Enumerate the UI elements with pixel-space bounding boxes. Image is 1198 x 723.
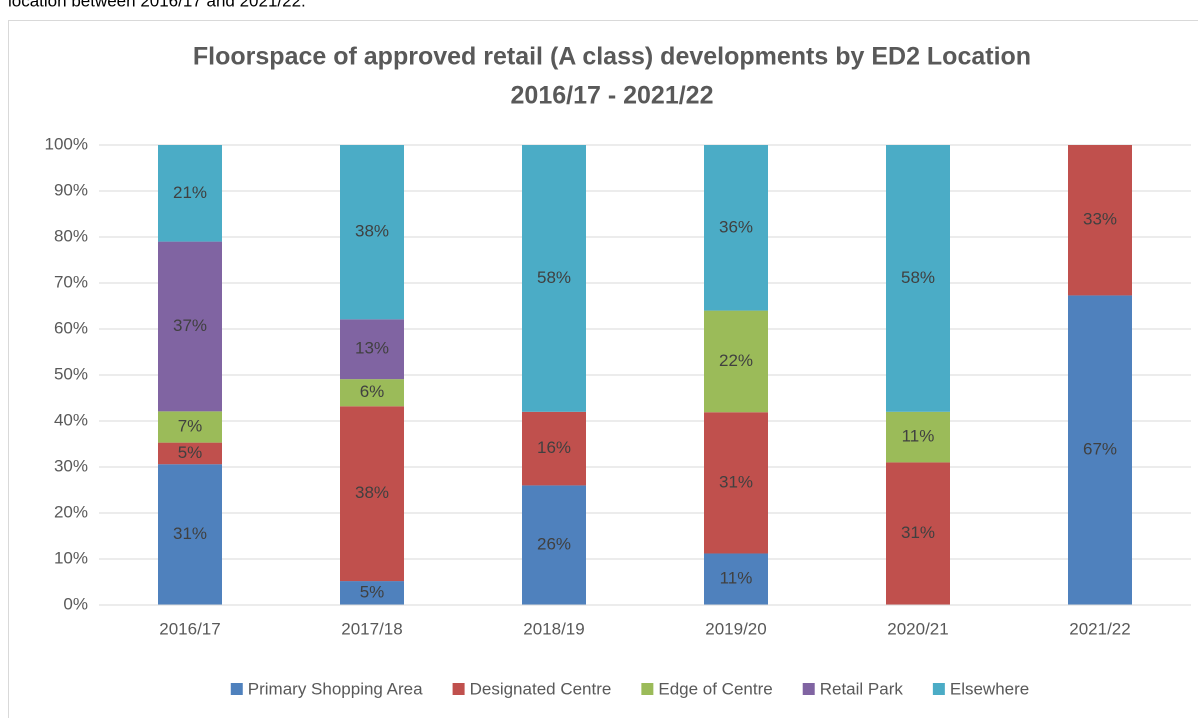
y-tick-label: 80% — [54, 226, 88, 245]
intro-text: location between 2016/17 and 2021/22. — [8, 0, 306, 10]
y-tick-label: 30% — [54, 456, 88, 475]
data-label: 13% — [355, 339, 389, 358]
data-label: 33% — [1083, 210, 1117, 229]
legend-label: Elsewhere — [950, 679, 1029, 698]
data-label: 37% — [173, 316, 207, 335]
data-label: 26% — [537, 535, 571, 554]
legend-swatch — [641, 683, 653, 695]
legend-label: Designated Centre — [470, 679, 612, 698]
data-label: 7% — [178, 416, 203, 435]
legend-swatch — [453, 683, 465, 695]
data-label: 11% — [902, 427, 935, 446]
y-tick-label: 90% — [54, 180, 88, 199]
y-tick-label: 50% — [54, 364, 88, 383]
legend-swatch — [803, 683, 815, 695]
data-label: 5% — [360, 583, 385, 602]
x-tick-label: 2017/18 — [341, 619, 402, 638]
data-label: 11% — [720, 569, 753, 588]
x-tick-label: 2019/20 — [705, 619, 766, 638]
x-tick-label: 2018/19 — [523, 619, 584, 638]
data-label: 21% — [173, 183, 207, 202]
data-label: 31% — [719, 472, 753, 491]
data-label: 38% — [355, 483, 389, 502]
data-label: 36% — [719, 217, 753, 236]
x-tick-label: 2021/22 — [1069, 619, 1130, 638]
data-label: 38% — [355, 222, 389, 241]
data-label: 22% — [719, 351, 753, 370]
chart-title: 2016/17 - 2021/22 — [511, 82, 714, 110]
x-tick-label: 2020/21 — [887, 619, 948, 638]
y-tick-label: 100% — [45, 134, 88, 153]
data-label: 6% — [360, 382, 385, 401]
data-label: 31% — [173, 524, 207, 543]
y-tick-label: 40% — [54, 410, 88, 429]
legend-swatch — [933, 683, 945, 695]
data-label: 5% — [178, 443, 203, 462]
data-label: 16% — [537, 438, 571, 457]
x-tick-label: 2016/17 — [159, 619, 220, 638]
y-tick-label: 0% — [63, 594, 88, 613]
y-tick-label: 10% — [54, 548, 88, 567]
legend-label: Edge of Centre — [658, 679, 772, 698]
data-label: 58% — [901, 268, 935, 287]
legend-label: Retail Park — [820, 679, 904, 698]
y-tick-label: 60% — [54, 318, 88, 337]
data-label: 58% — [537, 268, 571, 287]
y-tick-label: 70% — [54, 272, 88, 291]
legend-label: Primary Shopping Area — [248, 679, 423, 698]
data-label: 67% — [1083, 440, 1117, 459]
y-tick-label: 20% — [54, 502, 88, 521]
chart-title: Floorspace of approved retail (A class) … — [193, 43, 1031, 71]
data-label: 31% — [901, 523, 935, 542]
legend-swatch — [231, 683, 243, 695]
